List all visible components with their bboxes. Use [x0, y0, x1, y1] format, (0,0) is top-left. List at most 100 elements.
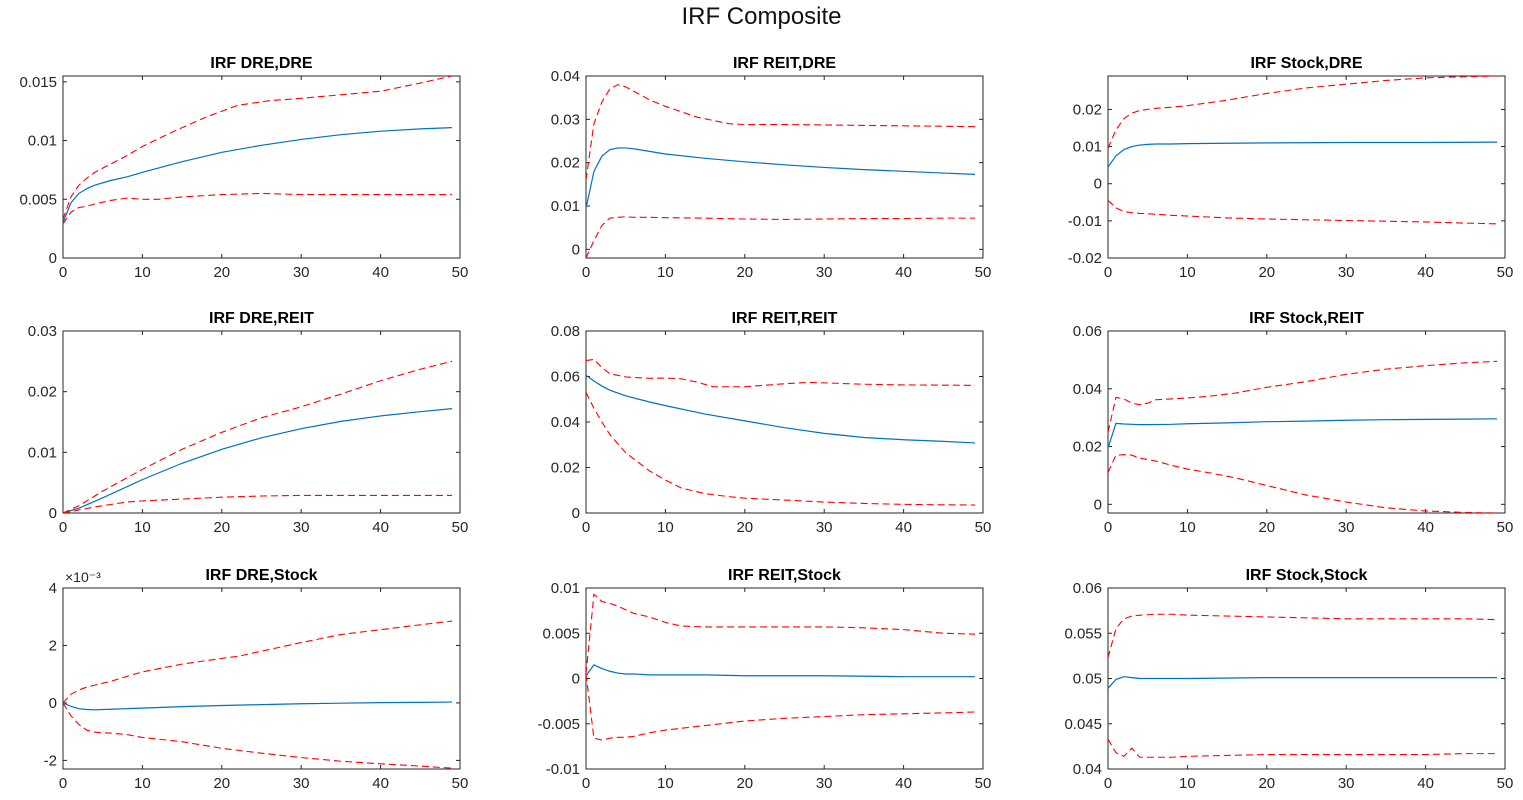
x-tick-label: 20: [736, 519, 753, 536]
x-tick-label: 0: [59, 775, 67, 792]
irf-panel-4: IRF DRE,REIT 0 10 20 30 40 50 0 0.01 0.02 0.03: [28, 310, 469, 536]
x-tick-label: 0: [1104, 264, 1112, 281]
y-tick-label: 0: [49, 250, 57, 267]
irf-panel-1: IRF DRE,DRE 0 10 20 30 40 50 0 0.005 0.01 0.015: [19, 55, 468, 281]
y-tick-label: -0.02: [1068, 250, 1102, 267]
irf-panel-8: IRF REIT,Stock 0 10 20 30 40 50 -0.01 -0.005 0 0.0…: [537, 567, 991, 792]
x-tick-label: 10: [657, 775, 674, 792]
plot-area: [586, 588, 983, 769]
y-tick-label: 0.005: [542, 625, 580, 642]
y-tick-label: 0: [49, 695, 57, 712]
x-tick-label: 40: [895, 519, 912, 536]
plot-area: [1108, 331, 1505, 513]
y-tick-label: -0.005: [537, 716, 580, 733]
x-tick-label: 0: [59, 519, 67, 536]
panel-title: IRF DRE,Stock: [205, 567, 317, 584]
x-tick-label: 20: [736, 775, 753, 792]
y-tick-label: 0.02: [551, 460, 580, 477]
y-tick-label: 2: [49, 637, 57, 654]
x-tick-label: 10: [1179, 264, 1196, 281]
y-tick-label: 0.04: [1073, 381, 1102, 398]
x-tick-label: 30: [1338, 264, 1355, 281]
x-tick-label: 0: [59, 264, 67, 281]
y-tick-label: 4: [49, 580, 57, 597]
x-tick-label: 40: [372, 519, 389, 536]
y-tick-label: 0.08: [551, 323, 580, 340]
y-exponent-label: ×10⁻³: [65, 569, 101, 585]
plot-area: [63, 331, 460, 513]
x-tick-label: 30: [816, 775, 833, 792]
x-tick-label: 50: [975, 519, 992, 536]
y-tick-label: 0: [572, 671, 580, 688]
x-tick-label: 0: [1104, 775, 1112, 792]
x-tick-label: 30: [816, 519, 833, 536]
y-tick-label: 0.02: [1073, 101, 1102, 118]
y-tick-label: 0.005: [19, 191, 57, 208]
x-tick-label: 20: [213, 264, 230, 281]
x-tick-label: 40: [895, 775, 912, 792]
x-tick-label: 30: [816, 264, 833, 281]
y-tick-label: 0: [572, 241, 580, 258]
x-tick-label: 20: [1258, 519, 1275, 536]
panel-title: IRF Stock,DRE: [1250, 55, 1362, 72]
x-tick-label: 10: [1179, 519, 1196, 536]
x-tick-label: 20: [213, 775, 230, 792]
x-tick-label: 40: [1417, 264, 1434, 281]
panel-title: IRF DRE,REIT: [209, 310, 314, 327]
y-tick-label: -2: [44, 752, 57, 769]
y-tick-label: 0.02: [28, 384, 57, 401]
y-tick-label: 0.06: [551, 369, 580, 386]
y-tick-label: 0.04: [551, 68, 580, 85]
x-tick-label: 30: [1338, 519, 1355, 536]
panel-title: IRF Stock,REIT: [1249, 310, 1364, 327]
x-tick-label: 50: [452, 775, 469, 792]
y-tick-label: 0.04: [1073, 761, 1102, 778]
y-tick-label: 0.06: [1073, 580, 1102, 597]
irf-panel-2: IRF REIT,DRE 0 10 20 30 40 50 0 0.01 0.02 0.03 0.04: [551, 55, 992, 281]
irf-panel-6: IRF Stock,REIT 0 10 20 30 40 50 0 0.02 0.04 0.06: [1073, 310, 1514, 536]
plot-area: [586, 76, 983, 258]
y-tick-label: 0.01: [551, 580, 580, 597]
x-tick-label: 40: [372, 775, 389, 792]
panel-title: IRF REIT,DRE: [733, 55, 836, 72]
x-tick-label: 0: [582, 264, 590, 281]
y-tick-label: 0.02: [1073, 439, 1102, 456]
x-tick-label: 30: [293, 264, 310, 281]
x-tick-label: 0: [582, 775, 590, 792]
y-tick-label: 0.03: [28, 323, 57, 340]
y-tick-label: 0: [572, 505, 580, 522]
x-tick-label: 20: [213, 519, 230, 536]
y-tick-label: 0.045: [1064, 716, 1102, 733]
y-tick-label: 0: [1094, 176, 1102, 193]
plot-area: [63, 76, 460, 258]
x-tick-label: 40: [372, 264, 389, 281]
panel-title: IRF REIT,Stock: [728, 567, 841, 584]
x-tick-label: 50: [1497, 264, 1514, 281]
panel-title: IRF DRE,DRE: [210, 55, 313, 72]
y-tick-label: 0.055: [1064, 625, 1102, 642]
x-tick-label: 10: [1179, 775, 1196, 792]
plot-area: [1108, 76, 1505, 258]
y-tick-label: 0.03: [551, 111, 580, 128]
x-tick-label: 20: [1258, 264, 1275, 281]
y-tick-label: -0.01: [1068, 213, 1102, 230]
irf-panel-5: IRF REIT,REIT 0 10 20 30 40 50 0 0.02 0.04 0.06 0.0…: [551, 310, 992, 536]
x-tick-label: 10: [657, 519, 674, 536]
x-tick-label: 10: [134, 775, 151, 792]
y-tick-label: 0.01: [1073, 139, 1102, 156]
x-tick-label: 0: [582, 519, 590, 536]
x-tick-label: 10: [657, 264, 674, 281]
panel-title: IRF REIT,REIT: [732, 310, 838, 327]
x-tick-label: 30: [293, 519, 310, 536]
x-tick-label: 50: [452, 519, 469, 536]
y-tick-label: 0.05: [1073, 671, 1102, 688]
x-tick-label: 50: [975, 775, 992, 792]
x-tick-label: 40: [1417, 775, 1434, 792]
y-tick-label: 0.06: [1073, 323, 1102, 340]
plot-area: [63, 588, 460, 769]
plot-area: [586, 331, 983, 513]
x-tick-label: 0: [1104, 519, 1112, 536]
x-tick-label: 50: [1497, 519, 1514, 536]
